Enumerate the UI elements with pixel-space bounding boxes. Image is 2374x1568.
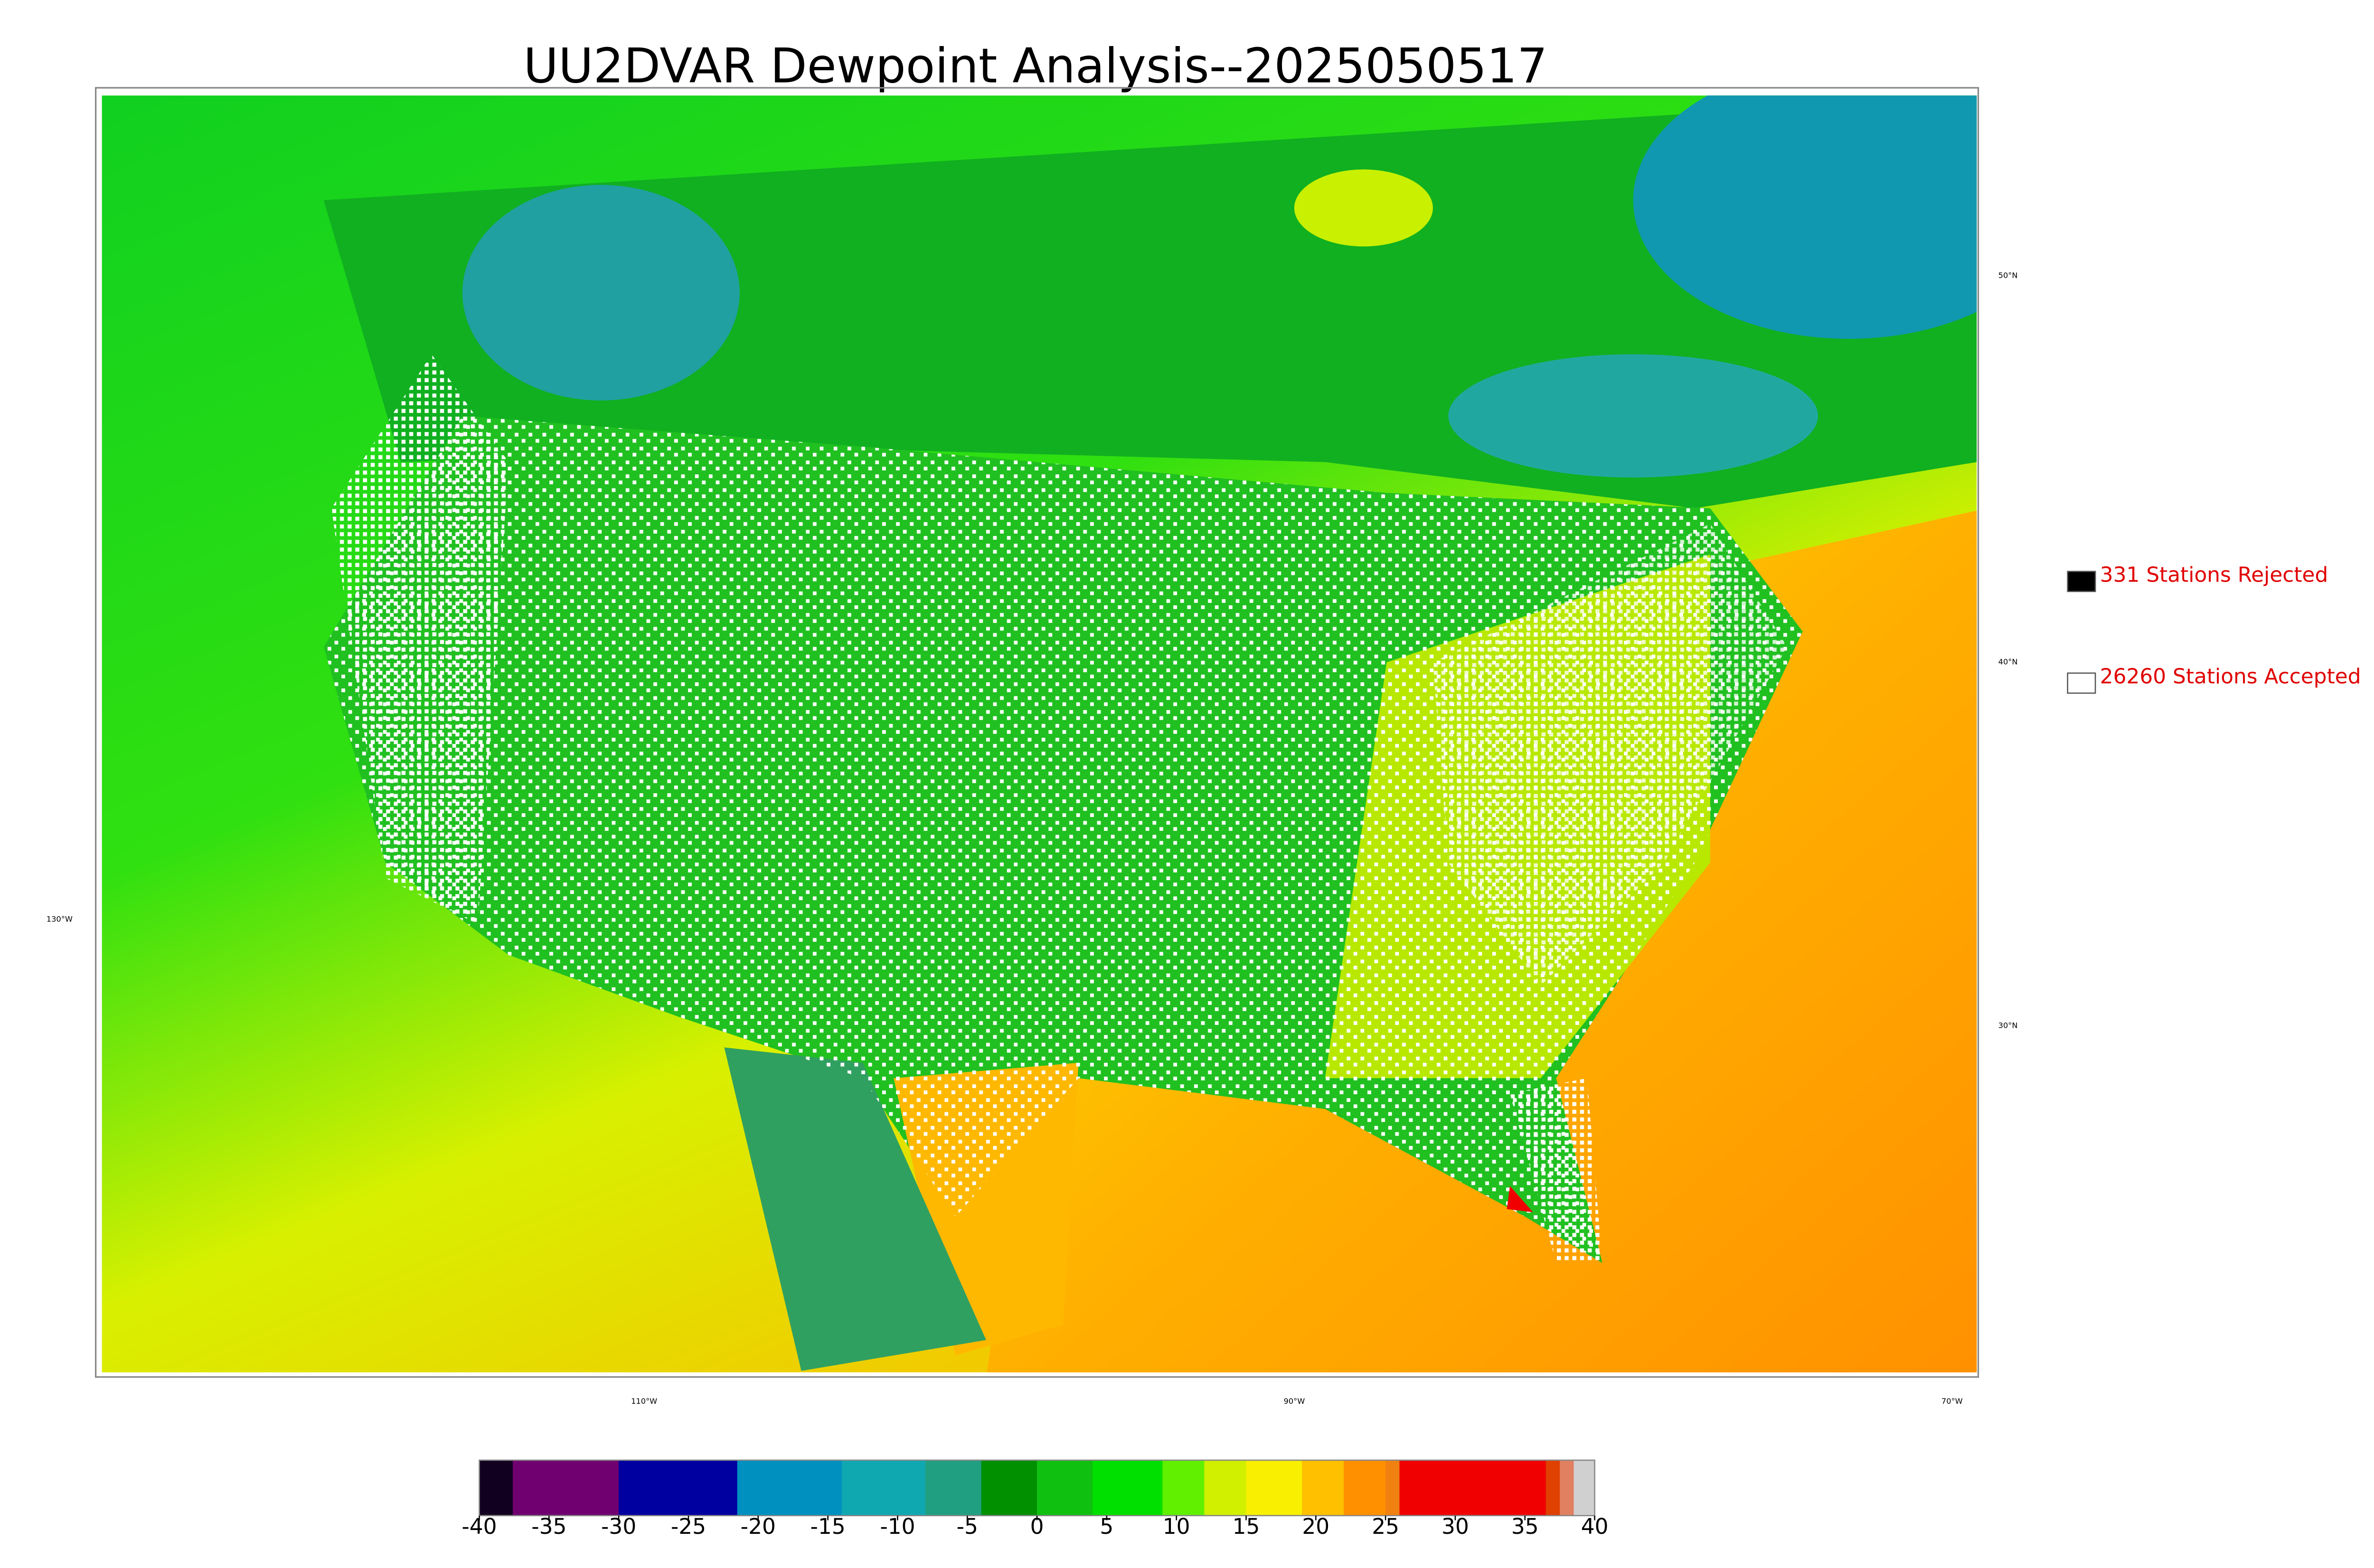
colorbar-segment <box>1344 1460 1386 1516</box>
colorbar-frame <box>479 1459 1595 1516</box>
map <box>102 95 1977 1372</box>
colorbar-tick-label: 25 <box>1372 1514 1399 1539</box>
colorbar-segment <box>1573 1460 1595 1516</box>
hot-spot <box>1507 1186 1533 1212</box>
colorbar-segment <box>1385 1460 1400 1516</box>
colorbar-tick-label: -40 <box>462 1514 497 1539</box>
colorbar-segment <box>1093 1460 1163 1516</box>
cold-region <box>1448 354 1818 478</box>
lon-label: 130°W <box>47 915 73 924</box>
colorbar-segment <box>925 1460 982 1516</box>
lat-label: 50°N <box>1998 271 2018 280</box>
dry-region <box>724 1047 986 1371</box>
lon-label: 90°W <box>1284 1397 1305 1406</box>
colorbar-tick-label: 35 <box>1511 1514 1539 1539</box>
stations-dense <box>331 354 509 924</box>
lat-label: 30°N <box>1998 1021 2018 1030</box>
colorbar-segment <box>1037 1460 1093 1516</box>
colorbar-tick-label: -35 <box>531 1514 566 1539</box>
lon-label: 110°W <box>631 1397 657 1406</box>
warm-region <box>1294 169 1433 247</box>
colorbar-tick-label: -15 <box>810 1514 846 1539</box>
colorbar-segment <box>619 1460 738 1516</box>
legend: 331 Stations Rejected 26260 Stations Acce… <box>2067 563 2361 694</box>
legend-swatch <box>2067 571 2096 592</box>
colorbar-tick-label: 0 <box>1030 1514 1044 1539</box>
colorbar: -40 -35 -30 -25 -20 -15 -10 -5 0 5 10 15 20 25 30 35 40 <box>462 1459 1609 1539</box>
colorbar-tick-label: -30 <box>601 1514 636 1539</box>
colorbar-tick-label: 10 <box>1163 1514 1190 1539</box>
colorbar-segment <box>841 1460 926 1516</box>
stations-dense <box>1432 524 1788 986</box>
colorbar-tick-label: -25 <box>671 1514 706 1539</box>
colorbar-segment <box>737 1460 842 1516</box>
colorbar-tick-label: 15 <box>1233 1514 1260 1539</box>
legend-label: 331 Stations Rejected <box>2100 563 2328 587</box>
colorbar-segment <box>1162 1460 1205 1516</box>
colorbar-segment <box>1399 1460 1546 1516</box>
colorbar-segment <box>1204 1460 1247 1516</box>
colorbar-tick-label: 40 <box>1581 1514 1609 1539</box>
colorbar-tick-label: 5 <box>1100 1514 1113 1539</box>
colorbar-segment <box>1560 1460 1574 1516</box>
colorbar-segment <box>1301 1460 1345 1516</box>
colorbar-tick-label: -20 <box>741 1514 776 1539</box>
colorbar-segment <box>981 1460 1038 1516</box>
chart-title: UU2DVAR Dewpoint Analysis--2025050517 <box>523 38 1547 94</box>
colorbar-tick-label: 20 <box>1302 1514 1329 1539</box>
colorbar-segment <box>1545 1460 1561 1516</box>
map-frame <box>94 87 1979 1378</box>
colorbar-segment <box>512 1460 620 1516</box>
colorbar-segment <box>1246 1460 1302 1516</box>
colorbar-tick-label: -5 <box>957 1514 978 1539</box>
legend-swatch <box>2067 672 2096 694</box>
colorbar-tick-label: 30 <box>1441 1514 1469 1539</box>
colorbar-segment <box>479 1460 513 1516</box>
colorbar-tick-label: -10 <box>880 1514 915 1539</box>
cold-region <box>1633 95 1977 339</box>
cold-region <box>462 185 740 401</box>
lon-label: 70°W <box>1941 1397 1963 1406</box>
stations <box>323 416 1803 1263</box>
stations-dense <box>1510 1078 1602 1263</box>
lat-label: 40°N <box>1998 657 2018 667</box>
legend-label: 26260 Stations Accepted <box>2100 665 2361 689</box>
